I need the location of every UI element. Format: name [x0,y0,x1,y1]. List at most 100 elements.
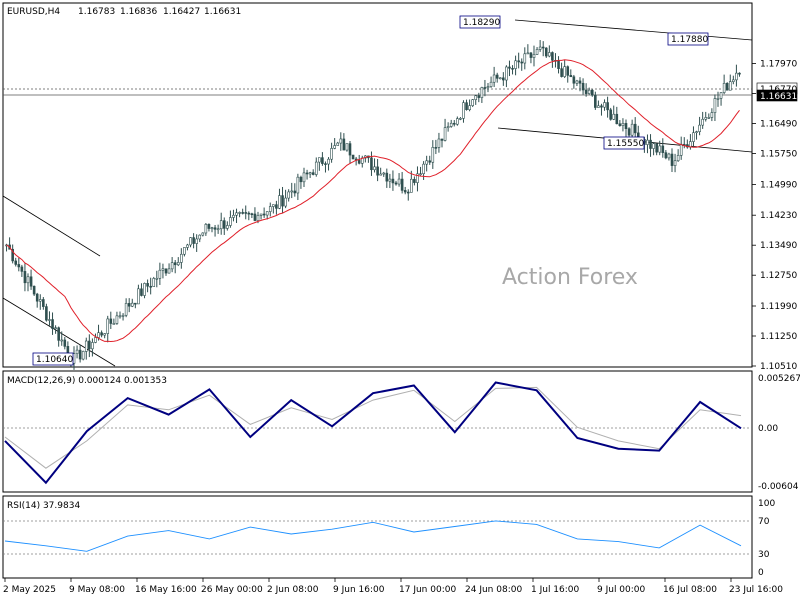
candle-body [575,80,579,84]
candle-body [115,315,119,324]
candle-body [296,176,300,194]
candle-body [403,190,407,193]
candle-body [376,166,379,176]
candle-body [468,105,471,110]
label-swing-low: 1.15550 [607,139,644,149]
candle-body [590,89,594,96]
candle-body [661,145,665,153]
candle-body [158,269,162,279]
candle-body [548,52,551,57]
candle-body [551,52,554,61]
close-value: 1.16631 [204,7,241,17]
candle-body [597,105,600,108]
candle-body [443,127,447,141]
candle-body [544,47,548,57]
candle-body [143,283,146,296]
candle-body [88,340,91,350]
candle-body [189,237,192,246]
candle-body [486,86,490,89]
candle-body [471,99,474,106]
candle-body [508,66,511,69]
candle-body [106,318,110,334]
candle-body [581,82,585,91]
candle-body [103,333,106,336]
candle-body [311,172,315,175]
candle-body [35,293,39,302]
candle-body [204,224,208,234]
macd-main-line [4,381,742,485]
candle-body [164,268,168,274]
macd-title: MACD(12,26,9) 0.000124 0.001353 [7,376,167,386]
candle-body [155,277,159,280]
macd-pane [2,370,753,493]
candle-body [51,319,54,329]
candle-body [278,195,281,209]
candle-body [523,53,527,64]
candle-body [664,152,668,159]
candle-body [594,94,597,108]
candle-body [612,113,616,120]
price-tick-label: 1.16490 [760,120,797,130]
price-tick-label: 1.14230 [760,211,797,221]
candle-body [655,143,658,153]
rsi-line [4,520,742,552]
candle-body [149,285,152,288]
candle-body [560,68,563,77]
candle-body [465,102,468,110]
open-value: 1.16783 [78,7,115,17]
candle-body [198,234,202,240]
candle-body [692,132,695,142]
candle-body [495,74,499,79]
candle-body [422,163,425,174]
candle-body [719,92,723,99]
candle-body [137,288,140,305]
price-header: EURUSD,H4 1.16783 1.16836 1.16427 1.1663… [7,7,241,17]
candle-body [45,306,48,321]
candle-body [511,67,514,70]
swing-labels: 1.18290 1.17880 1.15550 1.10640 [32,15,708,366]
time-tick-label: 24 Jun 08:00 [465,585,522,595]
candle-body [370,157,373,171]
candle-body [84,340,88,352]
candle-body [345,143,349,151]
candle-body [287,191,290,199]
price-pane [2,2,753,368]
candle-body [382,172,386,175]
candle-body [649,139,652,149]
candle-body [431,147,435,163]
time-tick-label: 17 Jun 00:00 [399,585,456,595]
rsi-pane [2,495,753,579]
candle-body [11,248,14,262]
candle-body [728,81,732,91]
candle-body [302,172,306,183]
candle-body [563,66,566,77]
time-tick-label: 9 Jul 00:00 [597,585,646,595]
candle-body [434,147,438,149]
candle-body [529,52,533,58]
candle-body [299,176,303,183]
candle-body [272,204,275,207]
candle-body [652,143,655,149]
upper-channel-line [514,19,753,41]
candle-body [259,213,263,216]
high-value: 1.16836 [120,7,157,17]
candle-body [385,172,389,182]
rsi-title: RSI(14) 37.9834 [7,501,80,511]
candle-body [520,61,524,64]
candle-body [406,191,410,194]
candle-body [20,266,24,272]
time-tick-label: 2 Jun 08:00 [267,585,319,595]
candle-body [738,72,741,75]
candle-body [161,268,165,271]
candle-body [428,160,432,163]
candle-body [229,217,232,226]
candle-body [600,105,603,108]
candle-body [241,212,244,214]
candle-body [489,81,493,87]
current-price-boxes: 1.16770 1.16631 [756,82,797,102]
candle-body [281,195,284,207]
candle-body [170,262,174,270]
price-tick-label: 1.10510 [760,362,797,372]
candle-body [732,79,735,82]
candle-body [630,123,634,136]
